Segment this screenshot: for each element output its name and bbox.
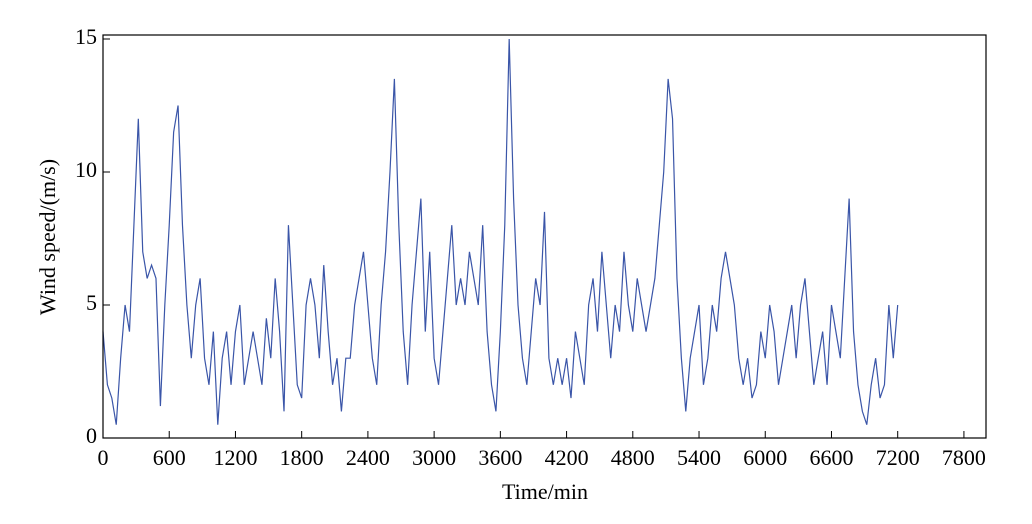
x-tick-label: 1200	[213, 445, 257, 470]
y-tick-label: 15	[75, 24, 97, 49]
plot-frame	[102, 34, 987, 439]
x-tick-label: 1800	[280, 445, 324, 470]
x-tick-label: 3600	[478, 445, 522, 470]
x-tick-label: 0	[98, 445, 109, 470]
x-tick-label: 3000	[412, 445, 456, 470]
data-line	[102, 38, 899, 425]
x-tick-label: 7800	[942, 445, 986, 470]
x-axis-label: Time/min	[502, 479, 588, 504]
x-tick-label: 4200	[545, 445, 589, 470]
x-tick-label: 2400	[346, 445, 390, 470]
x-tick-label: 6600	[809, 445, 853, 470]
y-tick-label: 5	[86, 290, 97, 315]
y-axis-label: Wind speed/(m/s)	[35, 159, 60, 315]
x-tick-label: 5400	[677, 445, 721, 470]
y-tick-label: 0	[86, 423, 97, 448]
x-tick-label: 6000	[743, 445, 787, 470]
x-tick-label: 600	[153, 445, 186, 470]
x-tick-label: 7200	[876, 445, 920, 470]
y-tick-label: 10	[75, 157, 97, 182]
x-tick-label: 4800	[611, 445, 655, 470]
